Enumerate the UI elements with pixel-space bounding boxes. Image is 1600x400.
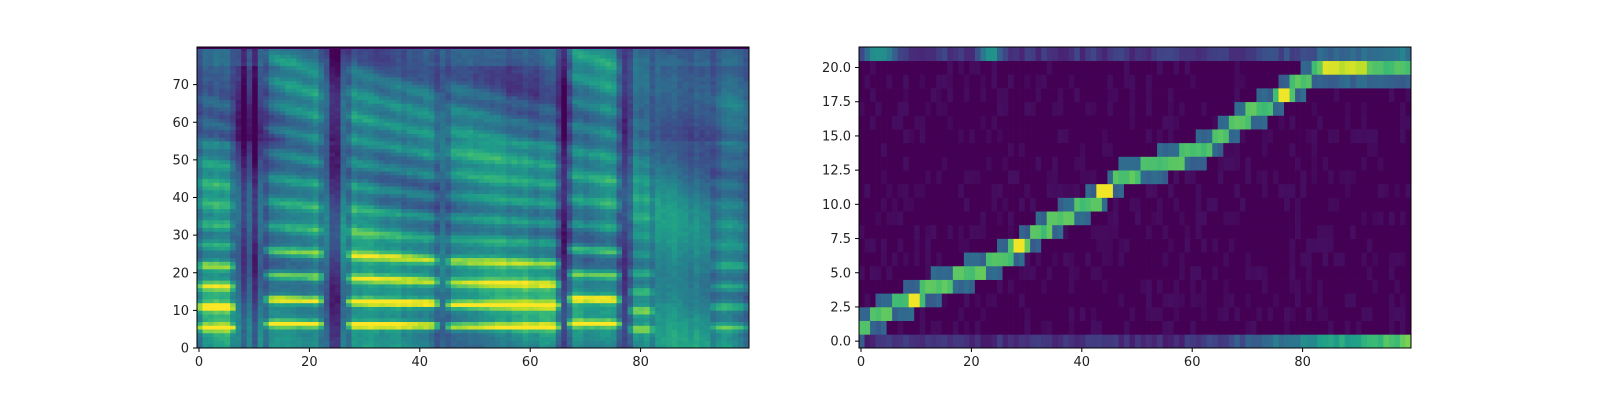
y-tick-label: 7.5 xyxy=(830,232,851,247)
y-tick-label: 10 xyxy=(172,304,189,319)
y-tick-label: 2.5 xyxy=(830,300,851,315)
x-tick-label: 60 xyxy=(1184,355,1201,370)
x-tick-label: 40 xyxy=(1074,355,1091,370)
spectrogram-axes-frame xyxy=(196,46,750,349)
alignment-panel: 0 20 40 60 80 0.0 2.5 5.0 7.5 10.0 12.5 15.0 17.5 20… xyxy=(822,46,1412,370)
x-tick-label: 20 xyxy=(963,355,980,370)
y-tick-label: 40 xyxy=(172,191,189,206)
y-tick-label: 70 xyxy=(172,78,189,93)
spectrogram-y-axis: 0 10 20 30 40 50 60 70 xyxy=(172,78,197,357)
y-tick-label: 20 xyxy=(172,266,189,281)
spectrogram-panel: 0 20 40 60 80 0 10 20 30 40 50 60 70 xyxy=(172,46,750,370)
y-tick-label: 20.0 xyxy=(822,61,851,76)
alignment-x-axis: 0 20 40 60 80 xyxy=(857,348,1311,370)
spectrogram-x-axis: 0 20 40 60 80 xyxy=(195,348,649,370)
y-tick-label: 12.5 xyxy=(822,164,851,179)
y-tick-label: 60 xyxy=(172,116,189,131)
y-tick-label: 0.0 xyxy=(830,335,851,350)
y-tick-label: 30 xyxy=(172,229,189,244)
alignment-axes-frame xyxy=(858,46,1412,349)
x-tick-label: 80 xyxy=(632,355,649,370)
x-tick-label: 0 xyxy=(857,355,865,370)
x-tick-label: 0 xyxy=(195,355,203,370)
y-tick-label: 50 xyxy=(172,153,189,168)
y-tick-label: 10.0 xyxy=(822,198,851,213)
spectrogram-heatmap xyxy=(197,47,750,349)
alignment-y-axis: 0.0 2.5 5.0 7.5 10.0 12.5 15.0 17.5 20.0 xyxy=(822,61,859,350)
x-tick-label: 20 xyxy=(301,355,318,370)
y-tick-label: 5.0 xyxy=(830,266,851,281)
y-tick-label: 0 xyxy=(181,342,189,357)
y-tick-label: 17.5 xyxy=(822,95,851,110)
y-tick-label: 15.0 xyxy=(822,129,851,144)
x-tick-label: 80 xyxy=(1294,355,1311,370)
x-tick-label: 40 xyxy=(412,355,429,370)
x-tick-label: 60 xyxy=(522,355,539,370)
alignment-heatmap xyxy=(859,47,1412,349)
